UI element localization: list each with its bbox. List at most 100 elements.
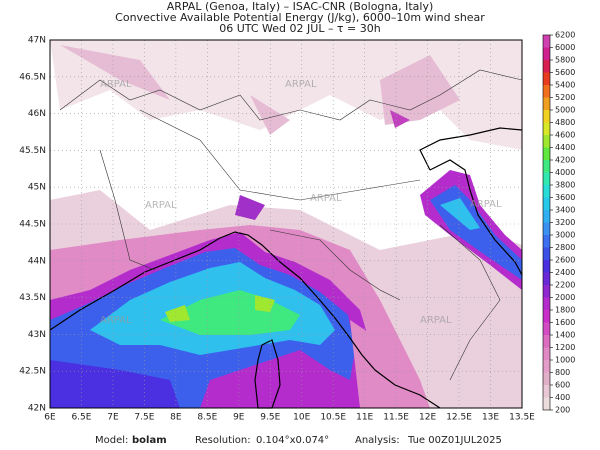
colorbar: 200 400 600 800 1000 1200 1400 1600 1800 2000 2200…: [542, 31, 575, 415]
colorbar-segment: [543, 360, 550, 373]
colorbar-label: 3800: [555, 181, 575, 190]
colorbar-segment: [543, 135, 550, 148]
x-tick-label: 12E: [419, 413, 436, 423]
colorbar-label: 4800: [555, 118, 575, 127]
colorbar-label: 4000: [555, 168, 575, 177]
colorbar-segment: [543, 222, 550, 235]
colorbar-segment: [543, 147, 550, 160]
colorbar-segment: [543, 260, 550, 273]
colorbar-label: 2400: [555, 268, 575, 277]
footer-value: bolam: [132, 435, 167, 446]
footer-value: 0.104°x0.074°: [256, 435, 329, 446]
footer-label: Resolution:: [195, 435, 251, 446]
colorbar-label: 4200: [555, 156, 575, 165]
colorbar-segment: [543, 335, 550, 348]
colorbar-segment: [543, 372, 550, 385]
x-tick-label: 8.5E: [197, 413, 217, 423]
colorbar-label: 1600: [555, 318, 575, 327]
y-tick-label: 43.5N: [19, 293, 46, 303]
x-tick-label: 10.5E: [320, 413, 346, 423]
colorbar-segment: [543, 110, 550, 123]
x-tick-label: 7E: [107, 413, 119, 423]
y-tick-label: 42.5N: [19, 367, 46, 377]
watermark: ARPAL: [470, 199, 502, 210]
colorbar-frame: [542, 34, 551, 411]
y-tick-label: 44N: [28, 256, 46, 266]
colorbar-segment: [543, 47, 550, 60]
borders: [59, 69, 523, 381]
watermark: ARPAL: [145, 200, 177, 211]
x-tick-label: 7.5E: [134, 413, 154, 423]
watermark: ARPAL: [420, 315, 452, 326]
x-tick-label: 11E: [356, 413, 373, 423]
colorbar-segment: [543, 310, 550, 323]
footer-label: Analysis:: [355, 435, 400, 446]
colorbar-segment: [543, 72, 550, 85]
colorbar-label: 5200: [555, 93, 575, 102]
watermark: ARPAL: [310, 193, 342, 204]
colorbar-label: 800: [555, 368, 570, 377]
colorbar-segment: [543, 122, 550, 135]
colorbar-segment: [543, 385, 550, 398]
map-frame: [49, 39, 523, 409]
x-tick-label: 9E: [233, 413, 245, 423]
colorbar-segment: [543, 322, 550, 335]
watermark: ARPAL: [100, 315, 132, 326]
colorbar-segment: [543, 272, 550, 285]
colorbar-segment: [543, 347, 550, 360]
colorbar-segment: [543, 85, 550, 98]
colorbar-segment: [543, 97, 550, 110]
colorbar-label: 1800: [555, 306, 575, 315]
title-line-2: Convective Available Potential Energy (J…: [115, 11, 485, 24]
watermark: ARPAL: [100, 79, 132, 90]
colorbar-segment: [543, 35, 550, 48]
colorbar-segment: [543, 297, 550, 310]
watermark: ARPAL: [285, 79, 317, 90]
colorbar-label: 6200: [555, 31, 575, 40]
colorbar-label: 2000: [555, 293, 575, 302]
y-tick-label: 45.5N: [19, 146, 46, 156]
colorbar-label: 6000: [555, 43, 575, 52]
y-tick-label: 44.5N: [19, 220, 46, 230]
y-tick-label: 45N: [28, 183, 46, 193]
colorbar-label: 5600: [555, 68, 575, 77]
colorbar-label: 1400: [555, 331, 575, 340]
title-line-1: ARPAL (Genoa, Italy) – ISAC-CNR (Bologna…: [167, 0, 434, 13]
colorbar-label: 600: [555, 381, 570, 390]
colorbar-label: 3000: [555, 231, 575, 240]
colorbar-segment: [543, 285, 550, 298]
colorbar-label: 200: [555, 406, 570, 415]
x-tick-label: 11.5E: [383, 413, 409, 423]
colorbar-label: 1200: [555, 343, 575, 352]
y-tick-label: 46N: [28, 109, 46, 119]
colorbar-segment: [543, 397, 550, 410]
footer-label: Model:: [95, 435, 128, 446]
colorbar-label: 3400: [555, 206, 575, 215]
x-tick-label: 9.5E: [260, 413, 280, 423]
colorbar-segment: [543, 210, 550, 223]
colorbar-segment: [543, 235, 550, 248]
colorbar-segment: [543, 185, 550, 198]
colorbar-label: 1000: [555, 356, 575, 365]
footer-value: Tue 00Z01JUL2025: [407, 435, 502, 446]
title-line-3: 06 UTC Wed 02 JUL – τ = 30h: [219, 22, 381, 35]
colorbar-label: 3200: [555, 218, 575, 227]
colorbar-label: 4600: [555, 131, 575, 140]
x-tick-label: 10E: [293, 413, 310, 423]
colorbar-label: 5000: [555, 106, 575, 115]
colorbar-segment: [543, 160, 550, 173]
colorbar-segment: [543, 60, 550, 73]
colorbar-label: 2600: [555, 256, 575, 265]
colorbar-label: 2800: [555, 243, 575, 252]
colorbar-label: 3600: [555, 193, 575, 202]
colorbar-segment: [543, 247, 550, 260]
colorbar-label: 400: [555, 393, 570, 402]
y-tick-label: 46.5N: [19, 72, 46, 82]
x-tick-label: 13.5E: [509, 413, 535, 423]
colorbar-segment: [543, 197, 550, 210]
colorbar-segment: [543, 172, 550, 185]
x-tick-label: 12.5E: [446, 413, 472, 423]
colorbar-label: 4400: [555, 143, 575, 152]
x-tick-label: 6E: [44, 413, 56, 423]
